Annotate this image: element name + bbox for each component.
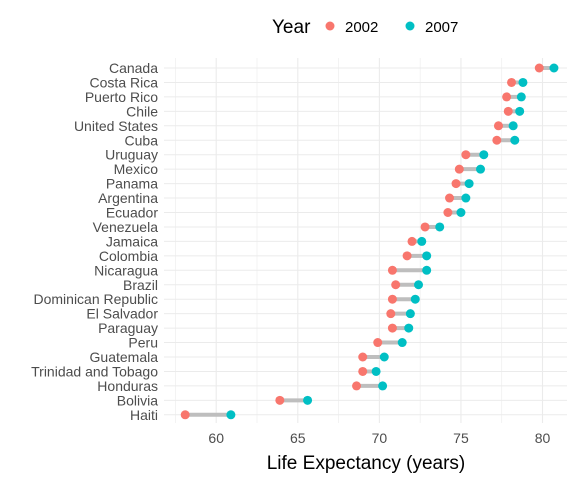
point-2002-cuba (492, 135, 502, 145)
point-2007-colombia (422, 251, 432, 261)
y-label-honduras: Honduras (97, 378, 158, 394)
x-tick-label-75: 75 (453, 430, 469, 446)
point-2002-peru (373, 338, 383, 348)
point-2007-puerto-rico (516, 92, 526, 102)
point-2002-paraguay (387, 323, 397, 333)
legend: Year 2002 2007 (272, 17, 458, 38)
y-label-bolivia: Bolivia (117, 392, 158, 408)
legend-key-2007 (405, 21, 415, 31)
x-axis-title: Life Expectancy (years) (267, 453, 466, 474)
point-2007-costa-rica (518, 77, 528, 87)
y-label-nicaragua: Nicaragua (94, 262, 158, 278)
point-2002-puerto-rico (502, 92, 512, 102)
x-tick-label-70: 70 (372, 430, 388, 446)
point-2002-venezuela (420, 222, 430, 232)
x-tick-label-65: 65 (290, 430, 306, 446)
point-2007-peru (397, 338, 407, 348)
point-2002-canada (534, 63, 544, 73)
point-2002-honduras (352, 381, 362, 391)
point-2002-haiti (180, 410, 190, 420)
y-label-puerto-rico: Puerto Rico (85, 89, 158, 105)
point-2007-trinidad-and-tobago (371, 366, 381, 376)
point-2007-paraguay (404, 323, 414, 333)
y-label-venezuela: Venezuela (93, 219, 159, 235)
y-label-argentina: Argentina (98, 190, 158, 206)
y-label-panama: Panama (106, 176, 158, 192)
data-points (180, 63, 559, 420)
point-2007-dominican-republic (410, 294, 420, 304)
legend-label-2002: 2002 (345, 19, 378, 36)
y-label-costa-rica: Costa Rica (90, 74, 159, 90)
point-2002-brazil (391, 280, 401, 290)
point-2007-bolivia (303, 395, 313, 405)
y-label-paraguay: Paraguay (98, 320, 158, 336)
y-label-guatemala: Guatemala (90, 349, 159, 365)
y-label-peru: Peru (128, 335, 158, 351)
point-2007-panama (464, 179, 474, 189)
y-label-chile: Chile (126, 103, 158, 119)
point-2002-mexico (454, 164, 464, 174)
point-2007-jamaica (417, 236, 427, 246)
point-2007-ecuador (456, 208, 466, 217)
y-label-united-states: United States (74, 118, 158, 134)
point-2007-venezuela (435, 222, 445, 232)
point-2007-brazil (414, 280, 424, 290)
point-2007-canada (549, 63, 559, 73)
point-2007-chile (515, 106, 525, 116)
y-label-uruguay: Uruguay (105, 147, 158, 163)
point-2002-el-salvador (386, 309, 396, 319)
x-tick-label-80: 80 (535, 430, 551, 446)
point-2002-ecuador (443, 208, 453, 217)
grid-lines (164, 58, 567, 423)
point-2002-bolivia (275, 395, 285, 405)
point-2007-uruguay (479, 150, 489, 160)
y-label-haiti: Haiti (130, 407, 158, 423)
point-2007-guatemala (379, 352, 389, 362)
point-2002-costa-rica (507, 77, 517, 87)
y-label-el-salvador: El Salvador (86, 306, 158, 322)
y-label-jamaica: Jamaica (106, 233, 158, 249)
point-2007-cuba (510, 135, 520, 145)
point-2007-honduras (378, 381, 388, 391)
x-tick-label-60: 60 (208, 430, 224, 446)
point-2002-guatemala (358, 352, 368, 362)
point-2002-uruguay (461, 150, 471, 160)
legend-label-2007: 2007 (425, 19, 458, 36)
point-2002-dominican-republic (387, 294, 397, 304)
y-label-trinidad-and-tobago: Trinidad and Tobago (31, 363, 158, 379)
point-2002-colombia (402, 251, 412, 261)
point-2007-el-salvador (405, 309, 415, 319)
point-2007-haiti (226, 410, 236, 420)
point-2002-nicaragua (387, 265, 397, 275)
point-2002-jamaica (407, 236, 417, 246)
point-2002-panama (451, 179, 461, 189)
y-label-cuba: Cuba (125, 132, 159, 148)
y-label-mexico: Mexico (114, 161, 159, 177)
y-label-dominican-republic: Dominican Republic (33, 291, 158, 307)
x-axis-labels: 60 65 70 75 80 (208, 430, 550, 446)
y-label-canada: Canada (109, 60, 158, 76)
point-2002-chile (503, 106, 513, 116)
y-label-brazil: Brazil (123, 277, 158, 293)
point-2007-mexico (476, 164, 486, 174)
point-2002-argentina (445, 193, 455, 203)
y-label-colombia: Colombia (99, 248, 158, 264)
point-2002-united-states (493, 121, 503, 131)
point-2007-united-states (508, 121, 518, 131)
legend-title: Year (272, 17, 311, 38)
legend-key-2002 (325, 21, 335, 31)
point-2007-argentina (461, 193, 471, 203)
point-2002-trinidad-and-tobago (358, 366, 368, 376)
y-label-ecuador: Ecuador (106, 205, 158, 221)
point-2007-nicaragua (422, 265, 432, 275)
